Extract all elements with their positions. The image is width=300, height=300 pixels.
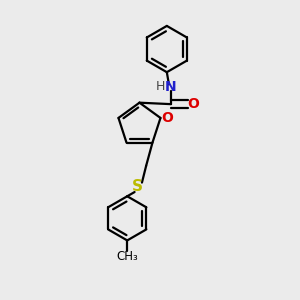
Text: CH₃: CH₃ [116, 250, 138, 263]
Text: H: H [155, 80, 165, 93]
Text: N: N [165, 80, 177, 94]
Text: S: S [132, 179, 143, 194]
Text: O: O [187, 97, 199, 111]
Text: O: O [161, 111, 173, 125]
